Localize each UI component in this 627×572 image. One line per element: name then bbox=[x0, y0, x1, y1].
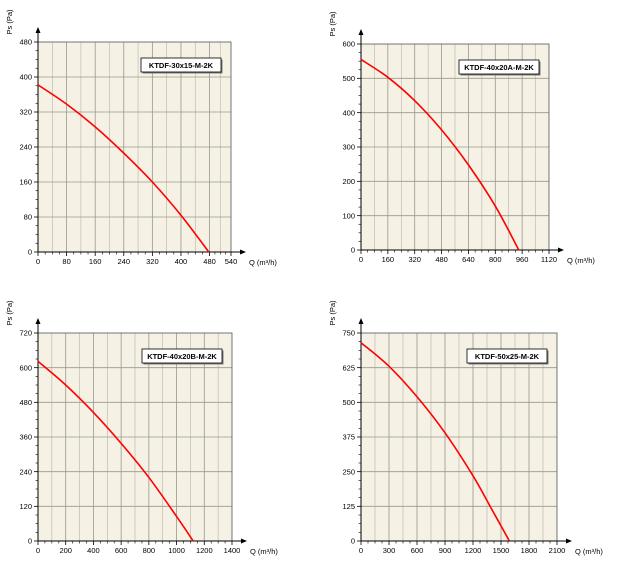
x-tick-label: 160 bbox=[89, 257, 102, 266]
y-tick-label: 720 bbox=[19, 329, 32, 338]
x-tick-label: 600 bbox=[411, 546, 424, 555]
x-tick-label: 480 bbox=[435, 255, 448, 264]
x-tick-label: 600 bbox=[115, 546, 128, 555]
y-tick-label: 125 bbox=[342, 502, 355, 511]
y-axis-title: Ps (Pa) bbox=[5, 300, 14, 326]
x-tick-label: 0 bbox=[36, 546, 40, 555]
y-tick-label: 0 bbox=[351, 537, 355, 546]
y-tick-label: 240 bbox=[19, 467, 32, 476]
x-tick-label: 1400 bbox=[224, 546, 241, 555]
legend-label: KTDF-40x20A-M-2K bbox=[464, 63, 534, 72]
x-axis-title: Q (m³/h) bbox=[575, 547, 603, 556]
legend-box bbox=[140, 57, 222, 73]
x-tick-label: 800 bbox=[143, 546, 156, 555]
y-tick-label: 480 bbox=[19, 38, 32, 47]
x-tick-label: 240 bbox=[118, 257, 131, 266]
series-line bbox=[37, 360, 194, 542]
y-tick-label: 480 bbox=[19, 398, 32, 407]
y-axis-arrow bbox=[358, 29, 364, 35]
series-line bbox=[360, 342, 511, 542]
y-tick-label: 240 bbox=[19, 143, 32, 152]
x-tick-label: 640 bbox=[462, 255, 475, 264]
x-tick-label: 0 bbox=[359, 546, 363, 555]
y-tick-label: 120 bbox=[19, 502, 32, 511]
y-tick-label: 400 bbox=[342, 108, 355, 117]
y-tick-label: 0 bbox=[351, 246, 355, 255]
x-tick-label: 0 bbox=[359, 255, 363, 264]
legend-label: KTDF-50x25-M-2K bbox=[475, 352, 540, 361]
x-axis-title: Q (m³/h) bbox=[249, 258, 277, 267]
y-tick-label: 160 bbox=[19, 178, 32, 187]
y-axis-arrow bbox=[35, 318, 41, 324]
x-tick-label: 80 bbox=[62, 257, 70, 266]
x-tick-label: 1120 bbox=[541, 255, 557, 264]
y-tick-label: 625 bbox=[342, 363, 355, 372]
x-tick-label: 200 bbox=[59, 546, 72, 555]
legend-box bbox=[458, 59, 540, 75]
chart-3: 0 200 400 600 800 1000 1200 1400 0 120 240 360 480 60… bbox=[5, 300, 278, 556]
x-axis-arrow bbox=[241, 538, 247, 544]
x-tick-label: 400 bbox=[175, 257, 188, 266]
x-tick-label: 400 bbox=[87, 546, 100, 555]
legend-label: KTDF-40x20B-M-2K bbox=[147, 352, 217, 361]
legend-box bbox=[141, 348, 223, 364]
y-tick-label: 375 bbox=[342, 433, 355, 442]
y-tick-label: 360 bbox=[19, 433, 32, 442]
x-tick-label: 2100 bbox=[549, 546, 566, 555]
x-axis-title: Q (m³/h) bbox=[250, 547, 278, 556]
y-tick-label: 200 bbox=[342, 177, 355, 186]
x-tick-label: 960 bbox=[516, 255, 529, 264]
x-tick-label: 1500 bbox=[493, 546, 510, 555]
x-axis-arrow bbox=[240, 249, 246, 255]
x-tick-label: 900 bbox=[439, 546, 452, 555]
y-tick-label: 500 bbox=[342, 74, 355, 83]
chart-2: 0 160 320 480 640 800 960 1120 0 100 200 300 400 500 6… bbox=[328, 11, 595, 265]
legend-label: KTDF-30x15-M-2K bbox=[149, 61, 214, 70]
y-tick-label: 250 bbox=[342, 467, 355, 476]
y-tick-label: 400 bbox=[19, 73, 32, 82]
y-tick-label: 750 bbox=[342, 329, 355, 338]
x-tick-label: 320 bbox=[408, 255, 421, 264]
x-tick-label: 300 bbox=[383, 546, 396, 555]
chart-4: 0 300 600 900 1200 1500 1800 2100 0 125 250 375 500 6… bbox=[328, 300, 603, 556]
y-tick-label: 0 bbox=[28, 248, 32, 257]
x-tick-label: 160 bbox=[382, 255, 395, 264]
y-axis-arrow bbox=[35, 27, 41, 33]
x-tick-label: 1800 bbox=[521, 546, 538, 555]
y-tick-label: 0 bbox=[28, 537, 32, 546]
x-tick-label: 800 bbox=[489, 255, 502, 264]
x-tick-label: 320 bbox=[146, 257, 159, 266]
y-tick-label: 100 bbox=[342, 211, 355, 220]
x-axis-arrow bbox=[566, 538, 572, 544]
series-line bbox=[360, 58, 520, 251]
x-tick-label: 540 bbox=[225, 257, 238, 266]
y-tick-label: 600 bbox=[342, 40, 355, 49]
y-tick-label: 80 bbox=[24, 213, 32, 222]
y-tick-label: 300 bbox=[342, 143, 355, 152]
series-line bbox=[37, 84, 210, 253]
y-tick-label: 500 bbox=[342, 398, 355, 407]
y-axis-title: Ps (Pa) bbox=[328, 300, 337, 326]
x-axis-arrow bbox=[558, 247, 564, 253]
y-axis-title: Ps (Pa) bbox=[328, 11, 337, 37]
chart-1: 0 80 160 240 320 400 480 540 0 80 160 240 320 400 480 P… bbox=[5, 9, 277, 267]
legend-box bbox=[466, 348, 548, 364]
x-tick-label: 0 bbox=[36, 257, 40, 266]
y-axis-title: Ps (Pa) bbox=[5, 9, 14, 35]
x-tick-label: 480 bbox=[203, 257, 216, 266]
y-axis-arrow bbox=[358, 318, 364, 324]
x-tick-label: 1200 bbox=[465, 546, 482, 555]
y-tick-label: 600 bbox=[19, 363, 32, 372]
x-tick-label: 1000 bbox=[168, 546, 185, 555]
x-tick-label: 1200 bbox=[196, 546, 213, 555]
x-axis-title: Q (m³/h) bbox=[567, 256, 595, 265]
y-tick-label: 320 bbox=[19, 108, 32, 117]
